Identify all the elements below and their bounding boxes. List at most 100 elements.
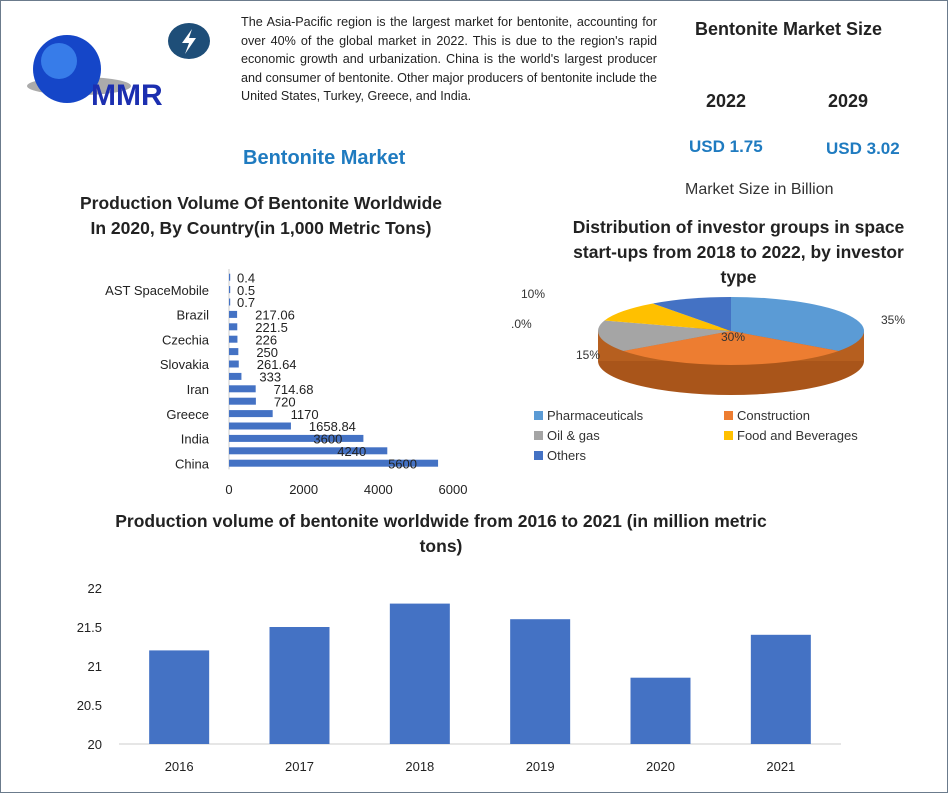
legend-label: Oil & gas bbox=[547, 428, 600, 443]
category-label: China bbox=[175, 456, 210, 471]
data-label: 5600 bbox=[388, 456, 417, 471]
country-chart-title: Production Volume Of Bentonite Worldwide… bbox=[80, 193, 442, 238]
bar bbox=[389, 603, 450, 744]
x-tick-label: 0 bbox=[225, 482, 232, 497]
legend-swatch bbox=[724, 431, 733, 440]
legend-label: Others bbox=[547, 448, 587, 463]
bar bbox=[630, 677, 691, 744]
pie-slice-food-and-beverages bbox=[604, 303, 731, 331]
y-tick-label: 20 bbox=[88, 737, 102, 752]
bar bbox=[510, 619, 571, 744]
category-label: Iran bbox=[187, 382, 209, 397]
category-label: India bbox=[181, 432, 210, 447]
pie-data-label: .0% bbox=[511, 317, 532, 331]
bar bbox=[229, 310, 238, 318]
y-tick-label: 21 bbox=[88, 659, 102, 674]
bar bbox=[229, 385, 256, 393]
category-label: Slovakia bbox=[160, 357, 210, 372]
market-size-title: Bentonite Market Size bbox=[695, 19, 883, 39]
yearly-bar-chart: 20 20.5 21 21.5 22 2016 2017 2018 2019 2020 2021 bbox=[77, 581, 841, 774]
bar bbox=[229, 459, 439, 467]
data-label: 3600 bbox=[313, 432, 342, 447]
legend-swatch bbox=[724, 411, 733, 420]
bar bbox=[229, 434, 364, 442]
bar bbox=[229, 323, 238, 331]
value-2029: USD 3.02 bbox=[826, 139, 900, 158]
legend-item: Oil & gas bbox=[534, 428, 724, 443]
bar bbox=[149, 650, 210, 744]
category-label: AST SpaceMobile bbox=[105, 283, 209, 298]
market-title: Bentonite Market bbox=[243, 147, 406, 169]
y-tick-label: 22 bbox=[88, 581, 102, 596]
data-label: 0.4 bbox=[237, 270, 255, 285]
bar bbox=[269, 627, 330, 744]
legend-item: Food and Beverages bbox=[724, 428, 914, 443]
data-label: 333 bbox=[259, 370, 281, 385]
bar bbox=[229, 410, 273, 418]
bar bbox=[229, 447, 388, 455]
bar bbox=[229, 335, 238, 343]
investor-pie-chart: 35% 30% 15% .0% 10% bbox=[511, 287, 905, 395]
data-label: 1658.84 bbox=[309, 419, 356, 434]
x-tick-label: 2016 bbox=[165, 759, 194, 774]
x-tick-label: 2020 bbox=[646, 759, 675, 774]
pie-slice-others bbox=[652, 297, 731, 331]
data-label: 720 bbox=[274, 394, 296, 409]
bar bbox=[229, 298, 231, 306]
legend-swatch bbox=[534, 431, 543, 440]
legend-label: Food and Beverages bbox=[737, 428, 858, 443]
mmr-logo: MMR bbox=[27, 35, 163, 111]
data-label: 4240 bbox=[337, 444, 366, 459]
y-tick-label: 20.5 bbox=[77, 698, 102, 713]
bar bbox=[229, 422, 291, 430]
data-label: 0.5 bbox=[237, 283, 255, 298]
legend-swatch bbox=[534, 451, 543, 460]
x-tick-label: 2021 bbox=[766, 759, 795, 774]
x-tick-label: 4000 bbox=[364, 482, 393, 497]
yearly-chart-title: Production volume of bentonite worldwide… bbox=[115, 511, 767, 556]
x-tick-label: 2019 bbox=[526, 759, 555, 774]
category-label: Czechia bbox=[162, 332, 210, 347]
bar bbox=[229, 360, 239, 368]
data-label: 714.68 bbox=[274, 382, 314, 397]
y-tick-label: 21.5 bbox=[77, 620, 102, 635]
data-label: 1170 bbox=[291, 407, 319, 422]
pie-legend: Pharmaceuticals Construction Oil & gas Food… bbox=[534, 408, 914, 463]
data-label: 217.06 bbox=[255, 308, 295, 323]
category-label: Brazil bbox=[176, 308, 209, 323]
year-2029: 2029 bbox=[828, 91, 869, 111]
market-size-unit: Market Size in Billion bbox=[685, 181, 834, 198]
bar bbox=[229, 273, 231, 281]
legend-swatch bbox=[534, 411, 543, 420]
svg-text:MMR: MMR bbox=[91, 79, 163, 111]
category-label: Greece bbox=[166, 407, 209, 422]
value-2022: USD 1.75 bbox=[689, 137, 763, 156]
x-tick-label: 2018 bbox=[405, 759, 434, 774]
lightning-bolt-icon bbox=[168, 23, 210, 59]
pie-slice-pharmaceuticals bbox=[731, 297, 864, 351]
data-label: 0.7 bbox=[237, 295, 255, 310]
bar bbox=[229, 348, 239, 356]
pie-data-label: 35% bbox=[881, 313, 905, 327]
x-tick-label: 2017 bbox=[285, 759, 314, 774]
bar bbox=[229, 286, 231, 294]
pie-data-label: 15% bbox=[576, 348, 600, 362]
pie-data-label: 30% bbox=[721, 330, 745, 344]
bar bbox=[229, 397, 256, 405]
legend-item: Others bbox=[534, 448, 724, 463]
intro-text: The Asia-Pacific region is the largest m… bbox=[241, 15, 657, 103]
data-label: 250 bbox=[256, 345, 278, 360]
pie-chart-title: Distribution of investor groups in space… bbox=[572, 217, 905, 287]
legend-label: Construction bbox=[737, 408, 810, 423]
data-label: 221.5 bbox=[255, 320, 288, 335]
bar bbox=[750, 634, 811, 744]
data-label: 226 bbox=[255, 332, 277, 347]
pie-data-label: 10% bbox=[521, 287, 545, 301]
x-tick-label: 6000 bbox=[439, 482, 468, 497]
pie-slice-oil-gas bbox=[598, 320, 731, 351]
legend-item: Construction bbox=[724, 408, 914, 423]
data-label: 261.64 bbox=[257, 357, 297, 372]
year-2022: 2022 bbox=[706, 91, 747, 111]
